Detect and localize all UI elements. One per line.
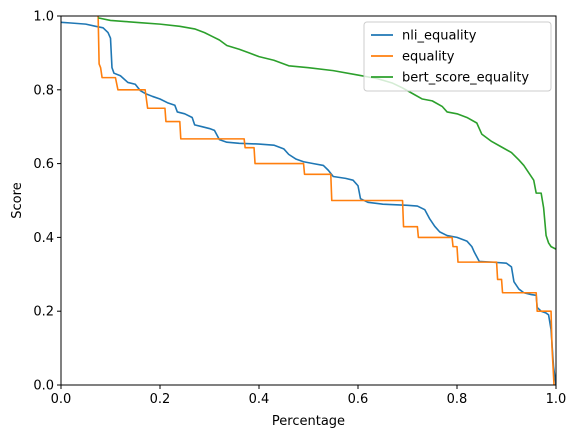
- y-tick-label: 0.6: [33, 157, 54, 172]
- x-axis-label: Percentage: [272, 414, 345, 429]
- series-layer: [61, 15, 556, 386]
- legend-label: equality: [402, 50, 455, 65]
- x-axis: 0.0 0.2 0.4 0.6 0.8 1.0: [51, 385, 567, 407]
- y-tick-label: 0.2: [33, 305, 54, 320]
- x-tick-label: 0.8: [447, 392, 468, 407]
- y-axis-label: Score: [10, 182, 25, 218]
- y-tick-label: 0.0: [33, 379, 54, 394]
- x-tick-label: 0.0: [51, 392, 72, 407]
- series-line-bert-score-equality: [97, 17, 556, 250]
- y-tick-label: 0.4: [33, 231, 54, 246]
- y-tick-label: 1.0: [33, 10, 54, 25]
- x-tick-label: 1.0: [546, 392, 567, 407]
- x-tick-label: 0.2: [150, 392, 171, 407]
- x-tick-label: 0.6: [348, 392, 369, 407]
- y-axis: 0.0 0.2 0.4 0.6 0.8 1.0: [33, 10, 61, 394]
- legend-box: [363, 21, 552, 92]
- legend-label: bert_score_equality: [402, 71, 529, 86]
- x-tick-label: 0.4: [249, 392, 270, 407]
- plot-frame: [60, 15, 557, 386]
- legend: nli_equality equality bert_score_equality: [363, 21, 552, 92]
- y-tick-label: 0.8: [33, 83, 54, 98]
- legend-label: nli_equality: [402, 29, 477, 44]
- series-line-equality: [97, 15, 555, 386]
